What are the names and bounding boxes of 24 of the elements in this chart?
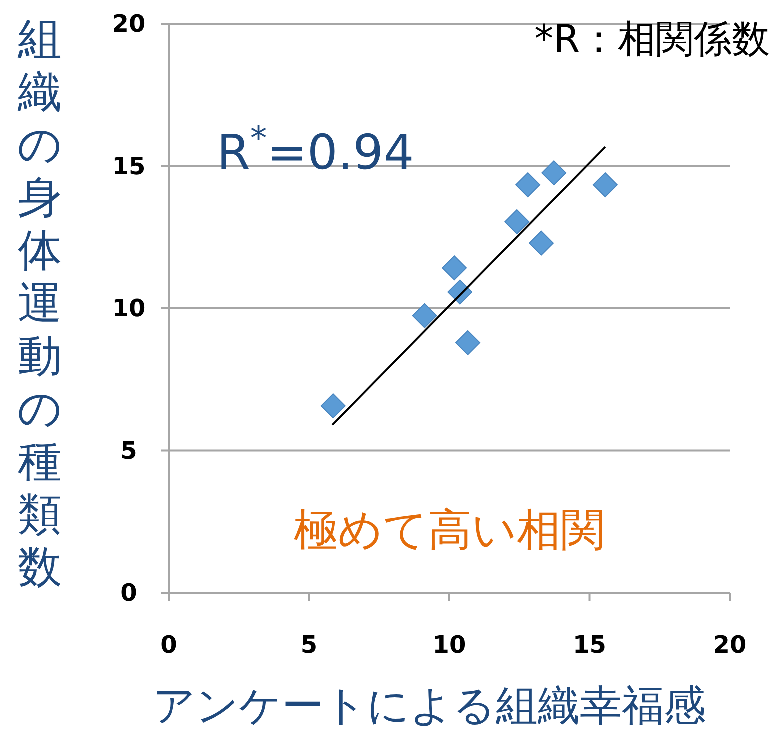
point (592, 172, 618, 198)
x-tick-label: 20 (713, 631, 747, 659)
x-tick-label: 10 (432, 631, 466, 659)
annotation: *R：相関係数 (534, 17, 770, 61)
point (516, 172, 541, 198)
x-tick-label: 15 (573, 631, 606, 659)
text: 組織の身体運動の種類数 (18, 14, 62, 594)
point (504, 210, 530, 235)
x-axis-title: アンケートによる組織幸福感 (153, 681, 706, 730)
point (456, 330, 481, 356)
annotation: 極めて高い相関 (294, 505, 605, 556)
annotation: R$^{*}$=0.94 (217, 118, 414, 182)
point (542, 160, 567, 186)
x-tick-label: 5 (300, 631, 318, 659)
x-tick-label: 0 (160, 631, 178, 659)
point (442, 256, 468, 281)
point (320, 394, 346, 419)
y-tick-label: 0 (120, 579, 138, 607)
point (412, 303, 438, 328)
y-tick-label: 10 (112, 294, 146, 322)
point (529, 230, 554, 256)
y-tick-label: 20 (112, 10, 146, 38)
y-tick-label: 15 (112, 152, 146, 180)
y-tick-label: 5 (120, 436, 138, 465)
